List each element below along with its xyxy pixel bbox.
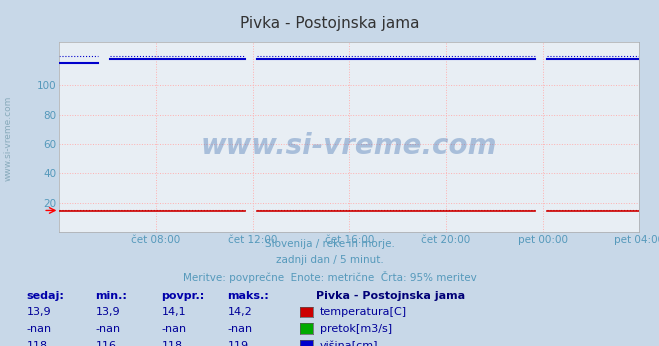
Text: zadnji dan / 5 minut.: zadnji dan / 5 minut. (275, 255, 384, 265)
Text: 14,2: 14,2 (227, 308, 252, 317)
Text: 119: 119 (227, 341, 248, 346)
Text: 116: 116 (96, 341, 117, 346)
Text: Meritve: povprečne  Enote: metrične  Črta: 95% meritev: Meritve: povprečne Enote: metrične Črta:… (183, 271, 476, 283)
Text: -nan: -nan (161, 324, 186, 334)
Text: 13,9: 13,9 (26, 308, 51, 317)
Text: -nan: -nan (96, 324, 121, 334)
Text: 13,9: 13,9 (96, 308, 120, 317)
Text: višina[cm]: višina[cm] (320, 340, 378, 346)
Text: -nan: -nan (227, 324, 252, 334)
Text: 118: 118 (161, 341, 183, 346)
Text: www.si-vreme.com: www.si-vreme.com (201, 132, 498, 160)
Text: 118: 118 (26, 341, 47, 346)
Text: povpr.:: povpr.: (161, 291, 205, 301)
Text: Pivka - Postojnska jama: Pivka - Postojnska jama (240, 16, 419, 30)
Text: -nan: -nan (26, 324, 51, 334)
Text: www.si-vreme.com: www.si-vreme.com (3, 96, 13, 181)
Text: pretok[m3/s]: pretok[m3/s] (320, 324, 391, 334)
Text: min.:: min.: (96, 291, 127, 301)
Text: Slovenija / reke in morje.: Slovenija / reke in morje. (264, 239, 395, 249)
Text: 14,1: 14,1 (161, 308, 186, 317)
Text: Pivka - Postojnska jama: Pivka - Postojnska jama (316, 291, 465, 301)
Text: maks.:: maks.: (227, 291, 269, 301)
Text: sedaj:: sedaj: (26, 291, 64, 301)
Text: temperatura[C]: temperatura[C] (320, 308, 407, 317)
